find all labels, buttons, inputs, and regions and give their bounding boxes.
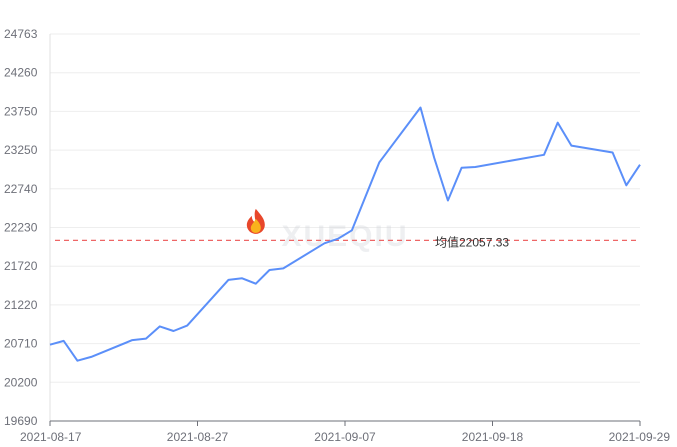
y-tick-label: 24260 <box>4 66 38 80</box>
average-line-group: 均值22057.33 <box>55 234 640 249</box>
series-line <box>49 106 641 362</box>
x-tick-label: 2021-09-18 <box>462 430 524 444</box>
y-tick-label: 24763 <box>4 27 38 41</box>
y-tick-label: 22740 <box>4 182 38 196</box>
series-group <box>49 106 641 362</box>
x-tick-label: 2021-08-27 <box>167 430 229 444</box>
y-tick-label: 21720 <box>4 259 38 273</box>
y-tick-label: 19690 <box>4 414 38 428</box>
average-label: 均值22057.33 <box>435 234 509 249</box>
y-tick-label: 22230 <box>4 221 38 235</box>
x-axis: 2021-08-17 2021-08-27 2021-09-07 2021-09-18… <box>20 420 671 444</box>
y-axis: 24763 24260 23750 23250 22740 22230 21720 21220… <box>4 27 51 428</box>
x-tick-label: 2021-09-07 <box>314 430 376 444</box>
x-tick-label: 2021-08-17 <box>20 430 82 444</box>
y-tick-label: 20200 <box>4 375 38 389</box>
y-tick-label: 23750 <box>4 104 38 118</box>
y-tick-label: 20710 <box>4 337 38 351</box>
grid-lines <box>50 33 640 383</box>
annotation-group <box>246 208 265 234</box>
watermark-text: XUEQIU <box>281 220 408 253</box>
y-tick-label: 21220 <box>4 298 38 312</box>
x-tick-label: 2021-09-29 <box>609 430 671 444</box>
fire-inner-flame <box>250 218 261 233</box>
fire-icon <box>246 208 265 234</box>
y-tick-label: 23250 <box>4 143 38 157</box>
